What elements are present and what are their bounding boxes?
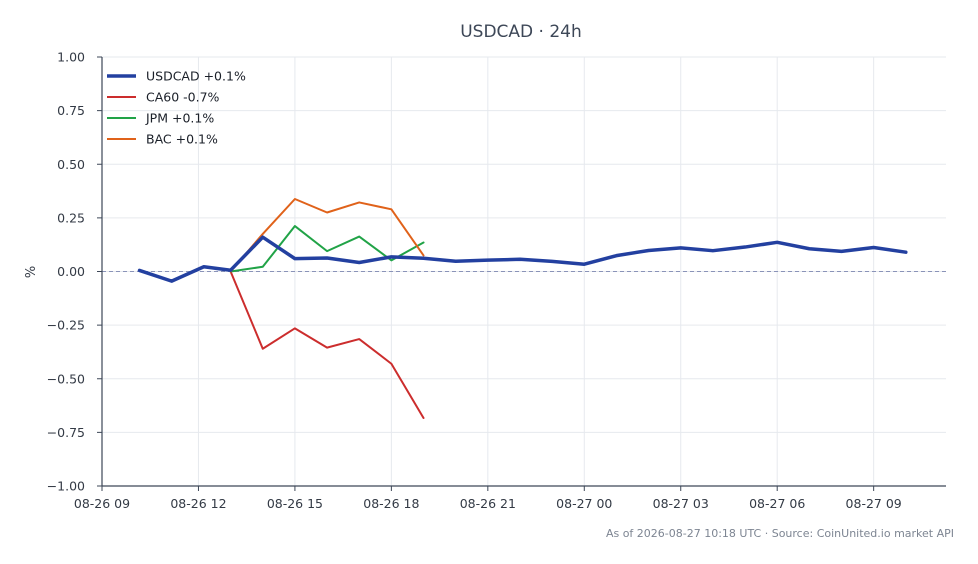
- x-tick-label: 08-26 09: [74, 496, 130, 511]
- y-tick-label: 0.25: [57, 210, 85, 225]
- y-tick-label: −0.50: [47, 371, 85, 386]
- legend-label-0: USDCAD +0.1%: [146, 69, 246, 84]
- y-tick-label: 0.00: [57, 264, 85, 279]
- legend-label-2: JPM +0.1%: [145, 111, 214, 126]
- x-tick-label: 08-27 00: [556, 496, 612, 511]
- x-tick-label: 08-26 15: [267, 496, 323, 511]
- footer-note: As of 2026-08-27 10:18 UTC · Source: Coi…: [606, 527, 954, 540]
- series-group: [137, 198, 908, 419]
- y-tick-label: −1.00: [47, 479, 85, 494]
- legend: USDCAD +0.1% CA60 -0.7% JPM +0.1% BAC +0.1%: [107, 69, 246, 147]
- x-tick-label: 08-26 18: [363, 496, 419, 511]
- x-tick-label: 08-27 03: [653, 496, 709, 511]
- x-tick-label: 08-26 12: [170, 496, 226, 511]
- y-tick-label: −0.25: [47, 318, 85, 333]
- chart-title: USDCAD · 24h: [460, 22, 582, 42]
- series-line-2: [229, 225, 425, 273]
- series-line-3: [229, 198, 425, 273]
- y-tick-label: −0.75: [47, 425, 85, 440]
- y-tick-label: 0.50: [57, 157, 85, 172]
- x-tick-label: 08-27 09: [846, 496, 902, 511]
- series-line-1: [229, 270, 425, 419]
- x-tick-label: 08-27 06: [749, 496, 805, 511]
- axes: 1.00 0.75 0.50 0.25 0.00 −0.25 −0.50 −0.75 −1.00…: [47, 50, 946, 511]
- x-tick-label: 08-26 21: [460, 496, 516, 511]
- series-line-0: [137, 235, 908, 283]
- y-tick-label: 0.75: [57, 103, 85, 118]
- y-tick-label: 1.00: [57, 50, 85, 65]
- y-axis-label: %: [24, 266, 39, 278]
- legend-label-1: CA60 -0.7%: [146, 90, 220, 105]
- legend-label-3: BAC +0.1%: [146, 132, 218, 147]
